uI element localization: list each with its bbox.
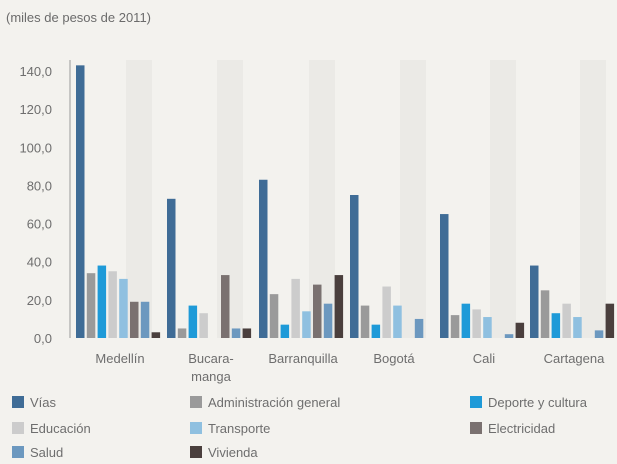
bar [259,179,268,338]
y-axis: 0,0 20,0 40,0 60,0 80,0 100,0 120,0 140,0 [19,60,71,346]
legend-label: Vivienda [208,445,258,460]
bar [440,214,449,338]
bar [504,334,514,338]
y-tick-label: 120,0 [19,102,52,117]
bar [323,303,333,338]
bar [450,315,460,338]
y-tick-label: 100,0 [19,140,52,155]
x-axis-labels: Medellín Bucara-manga Barranquilla Bogotá Ca… [95,351,605,384]
bar [231,328,241,338]
y-tick-label: 20,0 [27,293,52,308]
legend-swatch [12,396,24,408]
y-tick-label: 60,0 [27,217,52,232]
bar [130,301,139,338]
x-tick-label: Cali [473,351,496,366]
bar [515,322,525,338]
bar [334,275,344,338]
legend-label: Salud [30,445,63,460]
bar [393,305,402,338]
y-tick-label: 40,0 [27,255,52,270]
background-column [580,60,606,338]
bar [188,305,198,338]
bar [280,324,290,338]
bar [371,324,381,338]
bars-group [76,65,615,338]
bar [242,328,252,338]
bar [382,286,391,338]
legend-swatch [12,446,24,458]
x-tick-label: Bucara- [188,351,234,366]
legend-label: Administración general [208,395,340,410]
background-column [126,60,152,338]
bar [291,278,300,338]
bar [199,313,208,338]
legend-swatch [190,396,202,408]
chart-subtitle: (miles de pesos de 2011) [6,10,152,25]
legend-label: Vías [30,395,57,410]
legend-label: Deporte y cultura [488,395,588,410]
background-column [217,60,243,338]
bar [461,303,471,338]
y-tick-label: 0,0 [34,331,52,346]
bar [414,318,424,338]
bar [167,198,176,338]
bar [151,332,161,338]
bar [76,65,85,338]
legend-swatch [190,422,202,434]
bar [562,303,571,338]
x-tick-label: Barranquilla [268,351,338,366]
bar [221,275,230,338]
bar [269,294,279,338]
bar [86,273,96,338]
bar [605,303,615,338]
legend-swatch [12,422,24,434]
bar [472,309,481,338]
bar [177,328,187,338]
bar [350,195,359,338]
x-tick-label: Bogotá [373,351,415,366]
legend-label: Transporte [208,421,270,436]
background-column [490,60,516,338]
background-columns [126,60,606,338]
legend-swatch [470,396,482,408]
bar [573,317,582,338]
x-tick-label: Cartagena [544,351,605,366]
legend-swatch [470,422,482,434]
bar [108,271,117,338]
bar [594,330,604,338]
bar [530,265,539,338]
background-column [309,60,335,338]
bar [483,317,492,338]
x-tick-label: Medellín [95,351,144,366]
y-tick-label: 80,0 [27,178,52,193]
legend-label: Electricidad [488,421,555,436]
bar [119,278,128,338]
bar [540,290,550,338]
bar [313,284,322,338]
y-tick-label: 140,0 [19,64,52,79]
bar [302,311,311,338]
legend-swatch [190,446,202,458]
bar [360,305,370,338]
bar [551,313,561,338]
legend: Vías Administración general Deporte y cult… [12,395,588,460]
background-column [400,60,426,338]
bar [140,301,150,338]
x-tick-label: manga [191,369,232,384]
bar [97,265,107,338]
legend-label: Educación [30,421,91,436]
